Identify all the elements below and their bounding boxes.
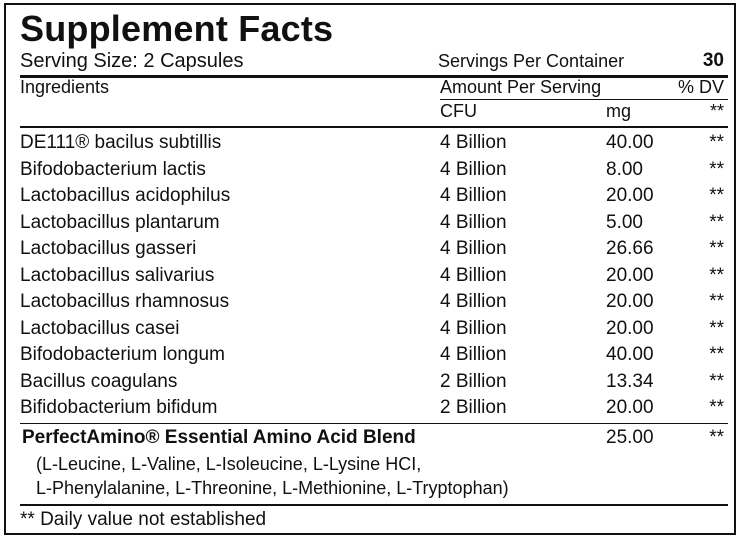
ingredient-cfu: 4 Billion (440, 317, 507, 339)
ingredient-cfu: 4 Billion (440, 291, 507, 312)
ingredient-mg: 5.00 (606, 211, 643, 233)
ingredient-mg: 26.66 (606, 238, 654, 259)
ingredient-cfu: 4 Billion (440, 264, 507, 286)
ingredient-dv: ** (709, 397, 724, 418)
ingredient-mg: 8.00 (606, 158, 643, 180)
ingredient-cfu: 2 Billion (440, 397, 507, 418)
amount-per-serving-header: Amount Per Serving (440, 77, 602, 97)
rule-under-headers (20, 126, 728, 128)
ingredient-cfu: 4 Billion (440, 158, 507, 180)
ingredient-row: Lactobacillus acidophilus 4 Billion 20.0… (20, 183, 728, 209)
ingredient-row: Lactobacillus gasseri 4 Billion 26.66 ** (20, 236, 728, 262)
blend-components-line-2: L-Phenylalanine, L-Threonine, L-Methioni… (36, 478, 509, 498)
ingredient-name: DE111® bacilus subtillis (20, 132, 222, 153)
ingredient-row: Bifodobacterium longum 4 Billion 40.00 *… (20, 342, 728, 368)
blend-dv: ** (709, 427, 724, 448)
ingredient-name: Lactobacillus plantarum (20, 211, 220, 233)
ingredient-dv: ** (709, 370, 724, 392)
header-divider (440, 99, 728, 100)
ingredient-name: Bifodobacterium lactis (20, 158, 206, 180)
ingredient-cfu: 4 Billion (440, 132, 507, 153)
blend-mg: 25.00 (606, 427, 654, 448)
ingredient-cfu: 2 Billion (440, 370, 507, 392)
ingredient-dv: ** (709, 185, 724, 206)
ingredient-row: Bacillus coagulans 2 Billion 13.34 ** (20, 369, 728, 395)
ingredient-cfu: 4 Billion (440, 211, 507, 233)
dv-mark-header: ** (709, 101, 724, 121)
ingredient-name: Bifodobacterium longum (20, 344, 225, 365)
ingredient-name: Bacillus coagulans (20, 370, 178, 392)
ingredient-dv: ** (709, 291, 724, 312)
ingredient-mg: 20.00 (606, 264, 654, 286)
ingredient-dv: ** (709, 211, 724, 233)
ingredient-row: Bifidobacterium bifidum 2 Billion 20.00 … (20, 395, 728, 421)
ingredient-row: Lactobacillus casei 4 Billion 20.00 ** (20, 316, 728, 342)
ingredient-row: Lactobacillus salivarius 4 Billion 20.00… (20, 263, 728, 289)
ingredient-mg: 40.00 (606, 132, 654, 153)
mg-header: mg (606, 101, 632, 121)
ingredient-mg: 13.34 (606, 370, 654, 392)
ingredient-dv: ** (709, 238, 724, 259)
supplement-facts-panel: Supplement Facts Serving Size: 2 Capsule… (4, 3, 736, 535)
ingredient-mg: 20.00 (606, 397, 654, 418)
ingredient-cfu: 4 Billion (440, 344, 507, 365)
ingredient-mg: 20.00 (606, 291, 654, 312)
ingredient-row: Lactobacillus rhamnosus 4 Billion 20.00 … (20, 289, 728, 315)
cfu-header: CFU (440, 101, 477, 121)
blend-row: PerfectAmino® Essential Amino Acid Blend… (20, 425, 728, 451)
ingredient-name: Lactobacillus salivarius (20, 264, 215, 286)
ingredient-row: Lactobacillus plantarum 4 Billion 5.00 *… (20, 210, 728, 236)
ingredient-dv: ** (709, 132, 724, 153)
daily-value-footnote: ** Daily value not established (20, 509, 267, 530)
ingredient-row: Bifodobacterium lactis 4 Billion 8.00 ** (20, 157, 728, 183)
ingredient-name: Lactobacillus acidophilus (20, 185, 231, 206)
rule-above-blend (20, 423, 728, 424)
blend-components-line-1: (L-Leucine, L-Valine, L-Isoleucine, L-Ly… (36, 454, 422, 474)
servings-per-container-value: 30 (702, 50, 724, 71)
ingredient-name: Lactobacillus gasseri (20, 238, 197, 259)
ingredient-row: DE111® bacilus subtillis 4 Billion 40.00… (20, 130, 728, 156)
ingredient-mg: 20.00 (606, 185, 654, 206)
ingredient-name: Lactobacillus rhamnosus (20, 291, 230, 312)
ingredient-dv: ** (709, 317, 724, 339)
serving-size: Serving Size: 2 Capsules (20, 50, 244, 72)
panel-title: Supplement Facts (20, 8, 334, 49)
ingredient-mg: 20.00 (606, 317, 654, 339)
ingredient-dv: ** (709, 264, 724, 286)
daily-value-header: % DV (677, 77, 724, 97)
ingredient-cfu: 4 Billion (440, 238, 507, 259)
column-header-row: Ingredients Amount Per Serving % DV (20, 76, 728, 102)
ingredient-dv: ** (709, 158, 724, 180)
servings-per-container-label: Servings Per Container (438, 51, 625, 71)
thick-rule-top (20, 75, 728, 78)
ingredient-mg: 40.00 (606, 344, 654, 365)
rule-above-footnote (20, 504, 728, 506)
ingredient-name: Bifidobacterium bifidum (20, 397, 218, 418)
ingredient-dv: ** (709, 344, 724, 365)
ingredients-header: Ingredients (20, 77, 110, 97)
ingredient-cfu: 4 Billion (440, 185, 507, 206)
ingredient-name: Lactobacillus casei (20, 317, 180, 339)
unit-header-row: CFU mg ** (20, 100, 728, 126)
blend-name: PerfectAmino® Essential Amino Acid Blend (22, 427, 416, 448)
